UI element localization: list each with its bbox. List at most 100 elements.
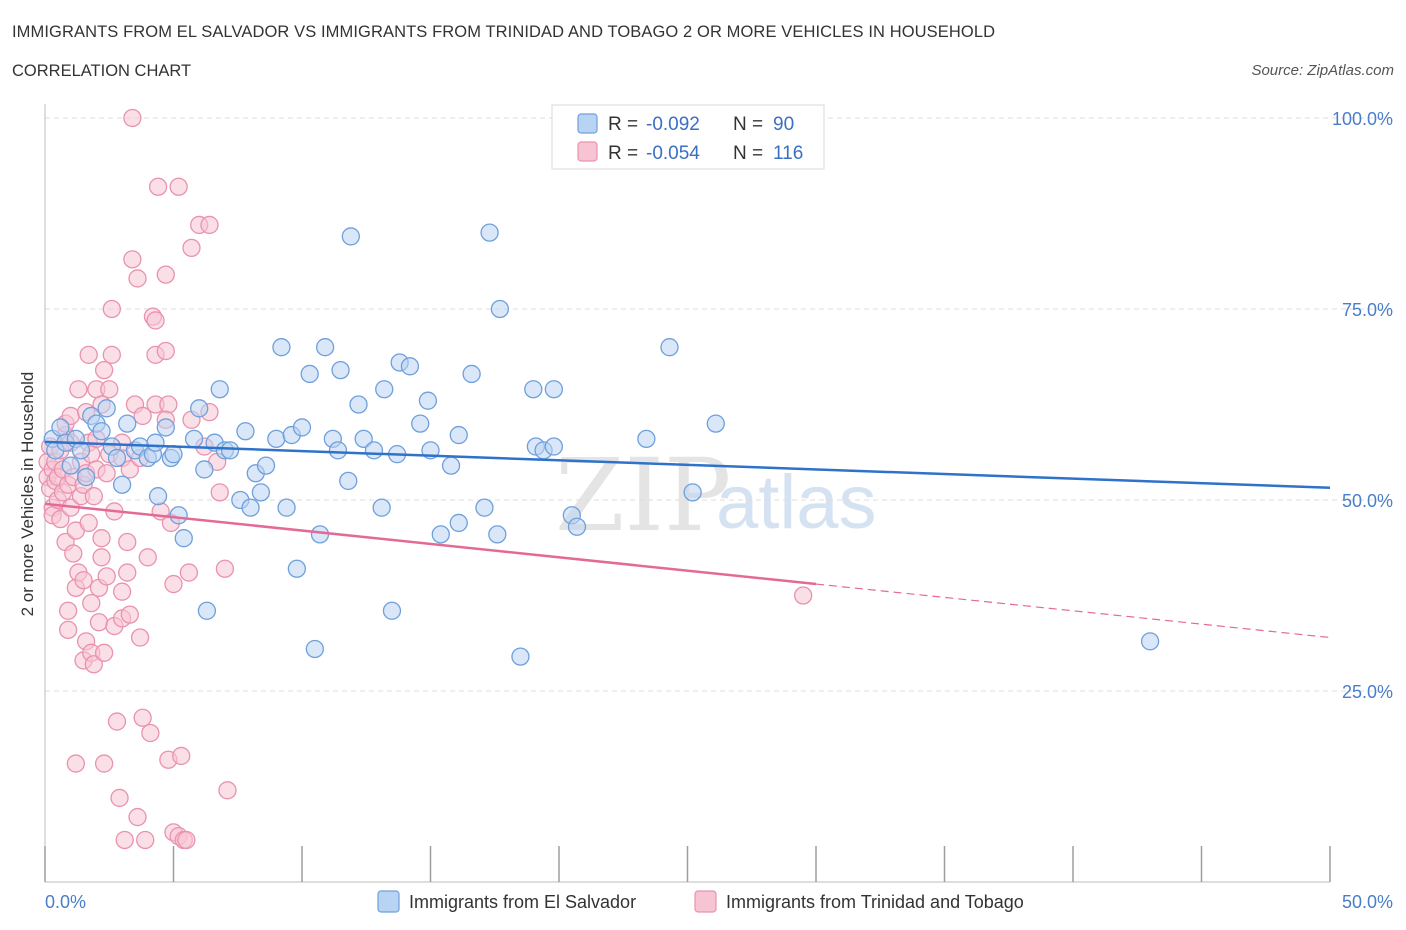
trinidad-point-106 xyxy=(215,559,235,578)
el-salvador-point-65 xyxy=(411,414,430,433)
el-salvador-point-54 xyxy=(339,471,358,491)
source-label: Source: ZipAtlas.com xyxy=(1251,62,1394,79)
el-salvador-point-74 xyxy=(480,223,499,242)
trinidad-point-114 xyxy=(200,215,219,235)
y-tick-label-0: 25.0% xyxy=(1342,682,1393,702)
el-salvador-point-71 xyxy=(449,513,468,533)
el-salvador-point-15 xyxy=(118,414,137,433)
trinidad-point-69 xyxy=(118,532,137,552)
el-salvador-point-26 xyxy=(174,529,193,548)
y-tick-label-3: 100.0% xyxy=(1332,109,1393,129)
trinidad-point-109 xyxy=(94,754,114,773)
bottom-legend-label-trinidad: Immigrants from Trinidad and Tobago xyxy=(726,892,1024,912)
trinidad-point-76 xyxy=(128,807,147,827)
legend-n-value-blue: 90 xyxy=(773,114,794,135)
trinidad-point-59 xyxy=(102,345,121,364)
trinidad-point-70 xyxy=(118,563,137,582)
el-salvador-point-58 xyxy=(364,441,384,460)
trinidad-point-43 xyxy=(84,487,103,506)
trinidad-point-105 xyxy=(210,483,229,502)
el-salvador-point-24 xyxy=(164,445,183,464)
el-salvador-point-29 xyxy=(195,460,214,479)
trinidad-point-80 xyxy=(133,708,152,727)
el-salvador-point-61 xyxy=(382,601,402,620)
el-salvador-point-69 xyxy=(441,456,461,475)
el-salvador-point-28 xyxy=(190,399,209,418)
trinidad-point-94 xyxy=(164,574,183,594)
trinidad-point-108 xyxy=(66,754,85,773)
el-salvador-point-48 xyxy=(305,639,325,659)
trinidad-point-90 xyxy=(156,265,175,284)
trinidad-point-54 xyxy=(94,643,114,662)
trinidad-trendline xyxy=(44,502,817,586)
el-salvador-trendline xyxy=(44,440,1331,490)
el-salvador-point-53 xyxy=(331,360,350,380)
trinidad-point-64 xyxy=(110,788,129,808)
el-salvador-point-39 xyxy=(251,483,271,502)
el-salvador-point-70 xyxy=(449,425,468,445)
el-salvador-point-41 xyxy=(267,429,286,449)
el-salvador-point-50 xyxy=(315,338,335,357)
trinidad-point-57 xyxy=(100,380,119,399)
trinidad-point-39 xyxy=(79,513,98,533)
trinidad-point-27 xyxy=(69,380,88,399)
trinidad-point-24 xyxy=(64,544,83,563)
trinidad-point-72 xyxy=(120,605,139,624)
trinidad-point-77 xyxy=(130,628,150,647)
chart-subtitle: CORRELATION CHART xyxy=(12,62,192,80)
trinidad-point-51 xyxy=(92,548,111,567)
bottom-legend-swatch-pink xyxy=(694,890,717,913)
trinidad-point-33 xyxy=(74,571,93,590)
bottom-legend: Immigrants from El Salvador Immigrants f… xyxy=(377,890,1024,913)
el-salvador-point-7 xyxy=(76,467,96,487)
trinidad-point-91 xyxy=(159,395,178,414)
el-salvador-point-20 xyxy=(146,433,165,452)
el-salvador-point-82 xyxy=(544,380,564,399)
el-salvador-point-6 xyxy=(71,441,91,460)
el-salvador-point-75 xyxy=(488,525,507,544)
el-salvador-point-37 xyxy=(241,498,260,517)
trinidad-point-115 xyxy=(182,238,201,258)
trinidad-point-63 xyxy=(107,712,127,731)
el-salvador-point-36 xyxy=(236,422,255,441)
legend-n-label-pink: N = xyxy=(733,143,763,164)
trinidad-point-116 xyxy=(146,311,165,330)
el-salvador-point-45 xyxy=(287,559,307,578)
el-salvador-point-32 xyxy=(210,380,229,399)
trinidad-point-71 xyxy=(120,460,139,479)
el-salvador-point-2 xyxy=(51,418,70,437)
el-salvador-point-10 xyxy=(92,422,111,441)
trinidad-point-75 xyxy=(128,269,147,288)
trinidad-point-81 xyxy=(136,830,155,850)
el-salvador-point-55 xyxy=(341,227,360,246)
gridlines xyxy=(45,117,1395,692)
el-salvador-point-66 xyxy=(418,391,438,410)
el-salvador-point-77 xyxy=(511,647,530,666)
el-salvador-point-64 xyxy=(400,357,420,376)
trinidad-point-96 xyxy=(169,177,188,196)
el-salvador-point-89 xyxy=(1140,632,1160,651)
el-salvador-point-14 xyxy=(112,475,132,494)
el-salvador-point-22 xyxy=(156,418,175,437)
top-legend: R = -0.092 N = 90 R = -0.054 N = 116 xyxy=(551,104,825,170)
el-salvador-point-73 xyxy=(475,498,494,517)
trinidad-point-87 xyxy=(148,177,168,196)
legend-swatch-pink xyxy=(577,141,598,162)
trendlines xyxy=(44,440,1331,639)
trinidad-point-56 xyxy=(97,567,116,586)
y-axis-label: 2 or more Vehicles in Household xyxy=(18,372,37,617)
trinidad-point-119 xyxy=(794,586,813,605)
trinidad-point-112 xyxy=(172,746,191,766)
bottom-legend-label-el-salvador: Immigrants from El Salvador xyxy=(409,892,636,912)
trinidad-point-73 xyxy=(123,250,142,269)
trinidad-point-19 xyxy=(58,601,78,620)
el-salvador-point-13 xyxy=(107,448,127,468)
el-salvador-point-87 xyxy=(683,483,702,502)
trinidad-point-55 xyxy=(97,464,116,483)
trinidad-point-118 xyxy=(58,620,78,640)
el-salvador-point-40 xyxy=(256,456,276,475)
trinidad-point-79 xyxy=(133,406,152,426)
x-tick-label-min: 0.0% xyxy=(45,892,86,912)
y-tick-label-1: 50.0% xyxy=(1342,491,1393,511)
